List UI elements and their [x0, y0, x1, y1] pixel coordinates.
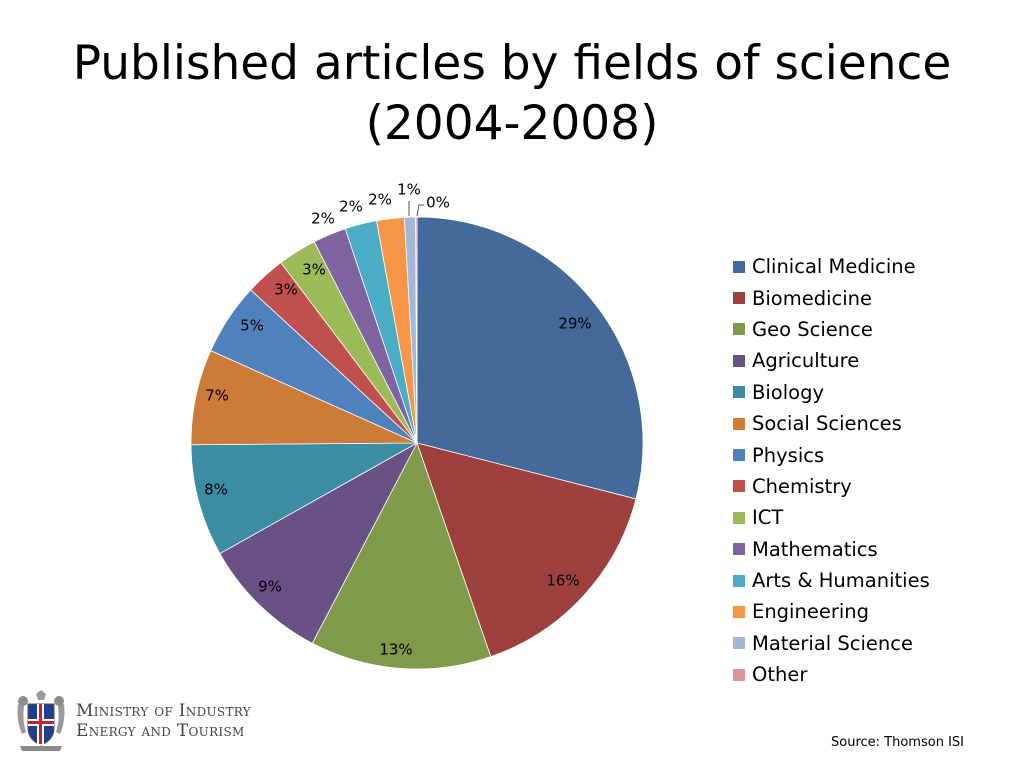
legend-label: Physics [752, 443, 825, 467]
legend-label: Agriculture [752, 349, 860, 373]
data-label-arts-humanities: 2% [339, 198, 363, 216]
legend-item-social-sciences: Social Sciences [733, 408, 1013, 439]
legend-label: Material Science [752, 631, 914, 655]
pie-slices [190, 216, 644, 670]
legend-swatch [733, 605, 745, 618]
legend-swatch [733, 574, 745, 587]
legend-label: Mathematics [752, 537, 878, 561]
legend-label: Arts & Humanities [752, 569, 930, 593]
data-label-material-science: 1% [397, 181, 421, 199]
data-label-chemistry: 3% [274, 281, 298, 299]
legend-swatch [733, 637, 745, 650]
pie-slice-other [415, 216, 418, 444]
ministry-name: Ministry of Industry Energy and Tourism [76, 701, 251, 741]
legend-item-arts-humanities: Arts & Humanities [733, 565, 1013, 596]
legend-swatch [733, 543, 745, 556]
legend-label: Clinical Medicine [752, 255, 916, 279]
legend-swatch [733, 480, 745, 493]
data-label-engineering: 2% [368, 191, 392, 209]
legend-item-agriculture: Agriculture [733, 345, 1013, 376]
pie-slice-biomedicine [416, 442, 637, 658]
legend-item-biology: Biology [733, 377, 1013, 408]
legend-swatch [733, 292, 745, 305]
legend-label: Social Sciences [752, 412, 902, 436]
data-label-other: 0% [426, 194, 450, 212]
legend-item-other: Other [733, 659, 1013, 690]
leader-lines [408, 201, 424, 217]
legend-label: Chemistry [752, 474, 852, 498]
legend-item-geo-science: Geo Science [733, 314, 1013, 345]
data-label-agriculture: 9% [258, 578, 282, 596]
chart-legend: Clinical Medicine Biomedicine Geo Science A… [733, 251, 1013, 690]
pie-slice-clinical-medicine [416, 216, 644, 500]
data-label-ict: 3% [302, 261, 326, 279]
chart-title: Published articles by fields of science … [0, 34, 1024, 154]
ministry-name-line-2: Energy and Tourism [76, 721, 245, 741]
legend-item-mathematics: Mathematics [733, 534, 1013, 565]
data-labels: 29%16%13%9%8%7%5%3%3%2%2% 2%1%0% [204, 181, 592, 659]
data-label-physics: 5% [240, 317, 264, 335]
legend-item-physics: Physics [733, 439, 1013, 470]
chart-title-line-2: (2004-2008) [365, 96, 659, 151]
legend-swatch [733, 668, 745, 681]
legend-item-chemistry: Chemistry [733, 471, 1013, 502]
leader-line-other [416, 204, 424, 217]
legend-swatch [733, 260, 745, 273]
ministry-logo: Ministry of Industry Energy and Tourism [14, 690, 251, 752]
legend-swatch [733, 449, 745, 462]
pie-slice-geo-science [311, 441, 492, 670]
pie-slice-biology [190, 442, 418, 555]
legend-item-biomedicine: Biomedicine [733, 282, 1013, 313]
data-label-clinical-medicine: 29% [558, 315, 591, 333]
legend-swatch [733, 323, 745, 336]
chart-title-line-1: Published articles by fields of science [72, 36, 952, 91]
legend-label: Geo Science [752, 317, 873, 341]
legend-swatch [733, 417, 745, 430]
legend-item-ict: ICT [733, 502, 1013, 533]
legend-swatch [733, 386, 745, 399]
ministry-name-line-1: Ministry of Industry [76, 701, 251, 721]
pie-slice-agriculture [219, 441, 418, 644]
data-label-social-sciences: 7% [205, 387, 229, 405]
data-label-biomedicine: 16% [546, 572, 579, 590]
source-note: Source: Thomson ISI [831, 735, 964, 750]
data-label-biology: 8% [204, 481, 228, 499]
data-label-geo-science: 13% [379, 641, 412, 659]
legend-label: ICT [752, 506, 784, 530]
legend-item-engineering: Engineering [733, 596, 1013, 627]
coat-of-arms-icon [17, 690, 65, 751]
data-label-mathematics: 2% [311, 210, 335, 228]
legend-label: Biology [752, 380, 824, 404]
legend-label: Other [752, 663, 808, 687]
legend-item-clinical-medicine: Clinical Medicine [733, 251, 1013, 282]
legend-swatch [733, 511, 745, 524]
legend-swatch [733, 354, 745, 367]
legend-item-material-science: Material Science [733, 628, 1013, 659]
legend-label: Biomedicine [752, 286, 873, 310]
legend-label: Engineering [752, 600, 869, 624]
